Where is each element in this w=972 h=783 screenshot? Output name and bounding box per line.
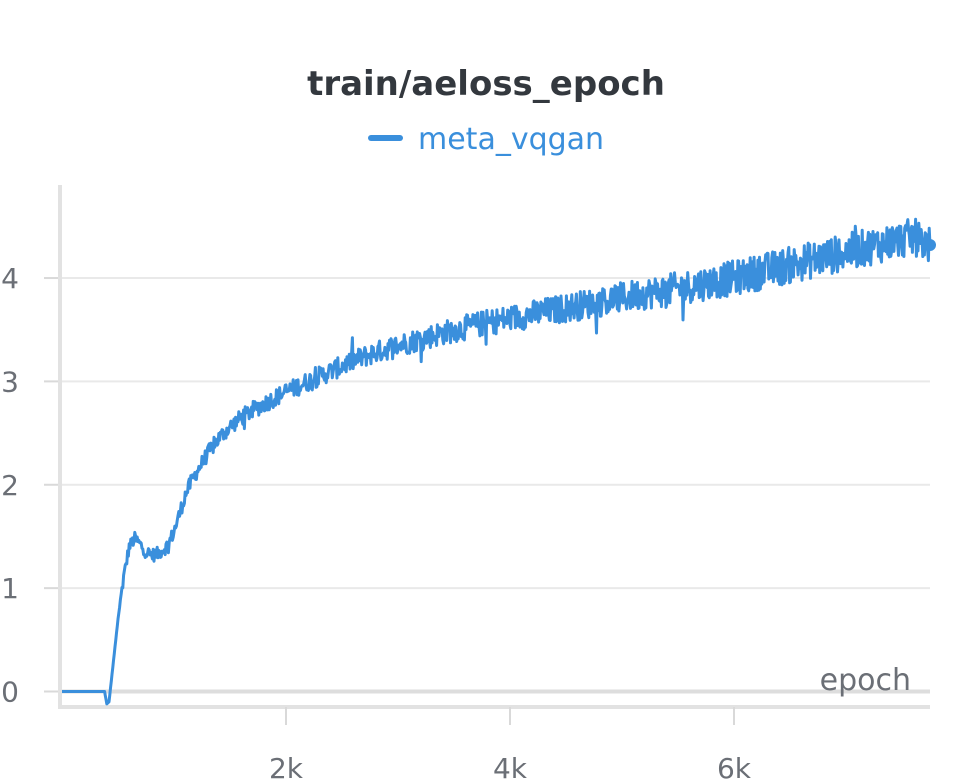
series-end-point — [924, 238, 936, 251]
y-tick-label: 4 — [1, 262, 19, 295]
x-tick-label: 6k — [717, 752, 752, 783]
y-tick-label: 3 — [1, 365, 19, 398]
y-tick-label: 2 — [1, 469, 19, 502]
x-axis-label: epoch — [820, 663, 911, 698]
y-tick-label: 0 — [1, 675, 19, 708]
x-tick-label: 2k — [269, 752, 304, 783]
series-layer — [61, 217, 936, 706]
series-line-meta-vqgan — [61, 217, 932, 706]
y-tick-label: 1 — [1, 572, 19, 605]
axes: 0 1 2 3 4 2k 4k 6k — [1, 185, 930, 783]
chart-title: train/aeloss_epoch — [307, 64, 665, 104]
x-tick-label: 4k — [493, 752, 528, 783]
grid — [62, 277, 930, 694]
legend: meta_vqgan — [368, 122, 604, 157]
legend-label-meta-vqgan: meta_vqgan — [418, 122, 604, 157]
